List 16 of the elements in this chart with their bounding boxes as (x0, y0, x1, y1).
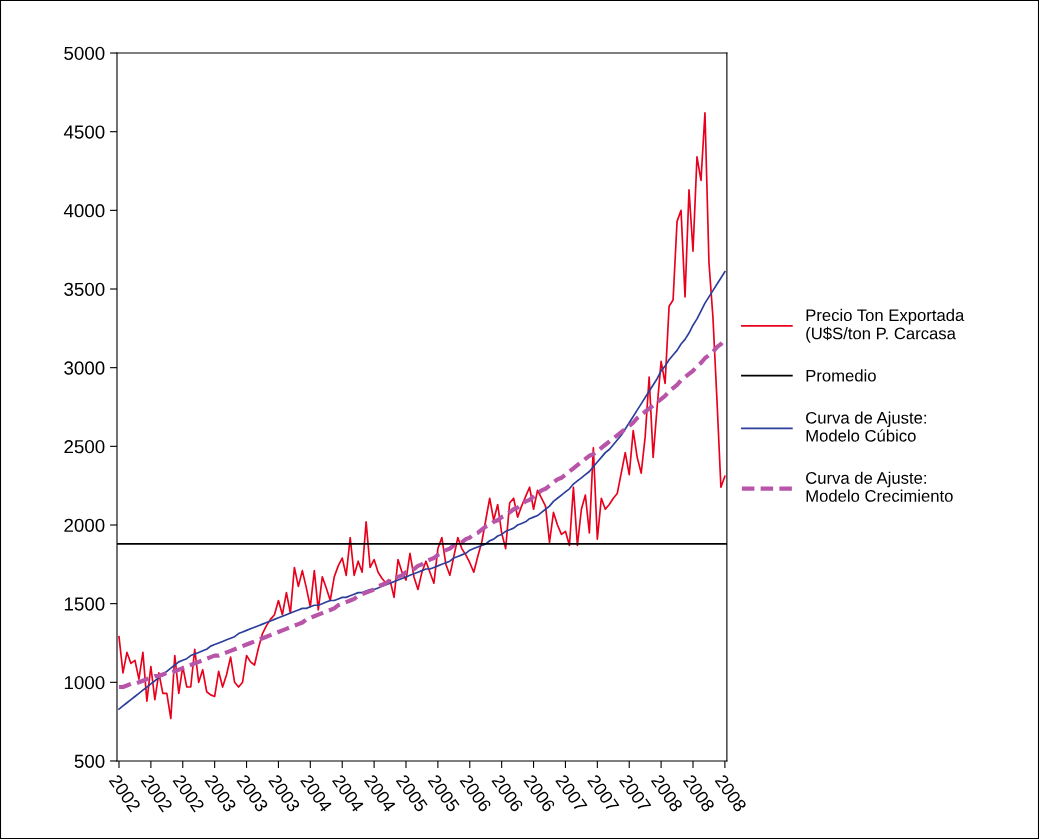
y-tick-label: 4000 (63, 204, 105, 218)
y-tick-label: 500 (74, 754, 105, 768)
line-series (118, 270, 726, 710)
y-tick-label: 4500 (63, 125, 105, 139)
y-tick-label: 3000 (64, 361, 105, 375)
legend-label: Precio Ton Exportada (U$S/ton P. Carcasa (806, 308, 965, 343)
line-series (118, 111, 726, 720)
y-tick-label: 3500 (64, 282, 105, 296)
legend-label: Promedio (806, 369, 876, 382)
y-tick-label: 5000 (64, 46, 105, 60)
y-tick-label: 1000 (64, 676, 105, 690)
y-tick-label: 2500 (64, 440, 105, 454)
y-tick-label: 1500 (64, 597, 105, 611)
legend-label: Curva de Ajuste: Modelo Cúbico (806, 411, 926, 442)
y-tick-label: 2000 (64, 518, 105, 532)
legend-label: Curva de Ajuste: Modelo Crecimiento (806, 471, 953, 502)
